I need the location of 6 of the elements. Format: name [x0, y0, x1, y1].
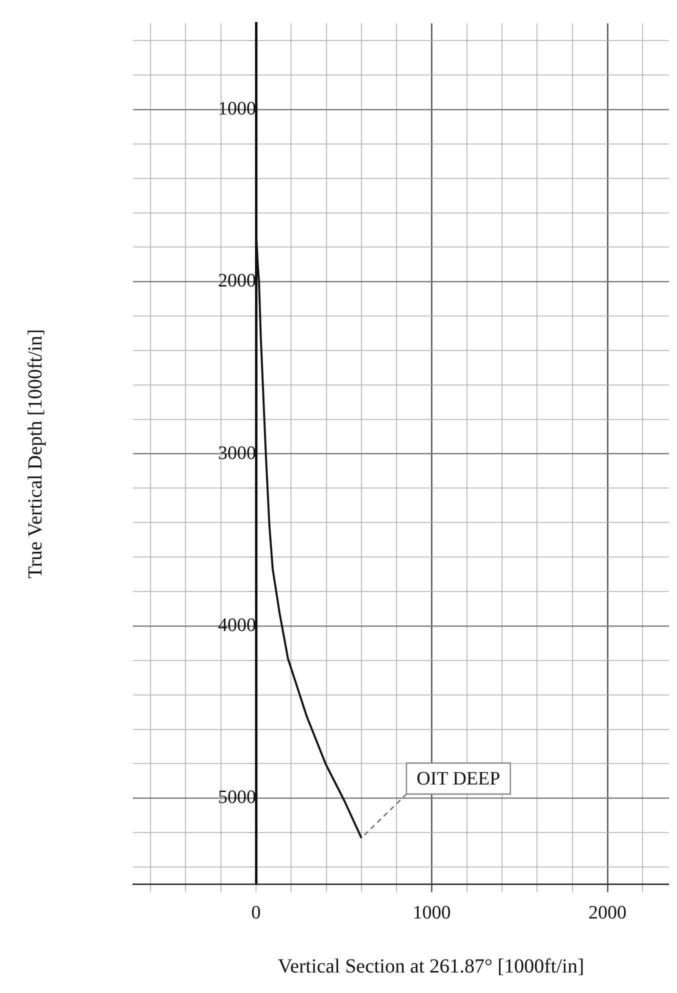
- x-tick-label: 0: [251, 902, 261, 924]
- x-axis-title: Vertical Section at 261.87° [1000ft/in]: [278, 955, 584, 978]
- annotation: OIT DEEP: [416, 768, 500, 790]
- x-tick-label: 1000: [412, 902, 451, 924]
- y-axis-title: True Vertical Depth [1000ft/in]: [24, 329, 46, 579]
- x-tick-label: 2000: [588, 902, 626, 924]
